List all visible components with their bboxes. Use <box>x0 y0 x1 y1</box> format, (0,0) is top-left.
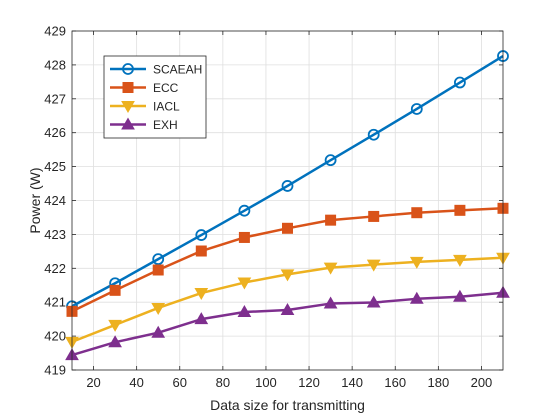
data-point-ecc <box>195 245 207 257</box>
series-line-scaeah <box>71 55 504 308</box>
legend-label-scaeah: SCAEAH <box>153 63 202 77</box>
data-point-scaeah <box>195 229 208 241</box>
x-tick-label: 60 <box>173 375 187 390</box>
data-point-iacl <box>194 288 209 301</box>
data-point-exh <box>366 295 381 308</box>
data-point-exh <box>108 335 122 348</box>
data-point-iacl <box>151 302 166 315</box>
data-point-iacl <box>237 277 252 290</box>
x-tick-label: 80 <box>216 375 230 390</box>
data-point-ecc <box>238 231 250 243</box>
data-point-iacl <box>323 262 338 275</box>
x-tick-label: 100 <box>255 375 277 390</box>
data-point-ecc <box>325 214 337 226</box>
data-point-iacl <box>280 269 295 282</box>
legend-item-exh: EXH <box>110 117 178 132</box>
data-point-exh <box>237 305 252 318</box>
legend-marker-iacl <box>121 101 135 114</box>
y-axis-label: Power (W) <box>27 167 43 233</box>
y-tick-label: 419 <box>44 363 66 378</box>
data-point-exh <box>409 291 424 304</box>
x-tick-label: 40 <box>129 375 143 390</box>
data-point-scaeah <box>281 180 294 192</box>
data-point-ecc <box>109 284 121 296</box>
legend: SCAEAH ECC IACL EXH <box>103 55 207 139</box>
legend-item-ecc: ECC <box>110 81 179 95</box>
legend-label-exh: EXH <box>153 118 178 132</box>
x-tick-label: 180 <box>427 375 449 390</box>
data-point-ecc <box>282 222 293 234</box>
y-tick-label: 428 <box>44 57 66 72</box>
data-point-iacl <box>409 256 424 269</box>
x-axis-label: Data size for transmitting <box>210 397 365 413</box>
y-tick-label: 423 <box>44 227 66 242</box>
legend-item-scaeah: SCAEAH <box>110 63 202 77</box>
x-tick-label: 20 <box>86 375 100 390</box>
legend-marker-ecc <box>122 82 134 93</box>
data-point-scaeah <box>367 128 380 141</box>
data-point-scaeah <box>238 204 251 217</box>
y-tick-label: 424 <box>44 193 66 208</box>
data-point-scaeah <box>324 154 337 167</box>
data-point-scaeah <box>152 253 165 266</box>
data-point-exh <box>194 312 209 325</box>
data-point-exh <box>280 302 295 315</box>
data-point-exh <box>151 325 166 338</box>
data-point-exh <box>453 289 467 302</box>
grid <box>72 30 503 371</box>
series-exh <box>65 285 510 361</box>
legend-item-iacl: IACL <box>110 100 180 114</box>
legend-marker-scaeah <box>122 63 134 75</box>
data-point-iacl <box>366 259 381 272</box>
x-tick-label: 160 <box>384 375 406 390</box>
y-tick-label: 421 <box>44 295 66 310</box>
y-tick-label: 425 <box>44 159 66 174</box>
y-tick-label: 429 <box>44 24 66 39</box>
y-tick-label: 426 <box>44 125 66 140</box>
data-point-scaeah <box>410 103 423 115</box>
data-point-ecc <box>454 204 466 216</box>
axis-ticks: 20 40 60 80 100 120 140 160 180 200 419 420 421 422 42… <box>44 24 503 390</box>
legend-label-ecc: ECC <box>153 81 179 95</box>
data-point-ecc <box>368 210 380 222</box>
data-point-iacl <box>108 319 122 332</box>
x-tick-label: 120 <box>298 375 320 390</box>
y-tick-label: 420 <box>44 329 66 344</box>
y-tick-label: 427 <box>44 91 66 106</box>
series-layer <box>65 50 510 361</box>
legend-label-iacl: IACL <box>153 100 180 114</box>
data-point-scaeah <box>453 76 466 89</box>
x-tick-label: 200 <box>471 375 493 390</box>
data-point-ecc <box>152 264 164 276</box>
data-point-exh <box>323 296 338 309</box>
data-point-iacl <box>453 254 467 267</box>
data-point-ecc <box>411 207 423 219</box>
legend-marker-exh <box>121 117 135 130</box>
x-tick-label: 140 <box>341 375 363 390</box>
y-tick-label: 422 <box>44 261 66 276</box>
